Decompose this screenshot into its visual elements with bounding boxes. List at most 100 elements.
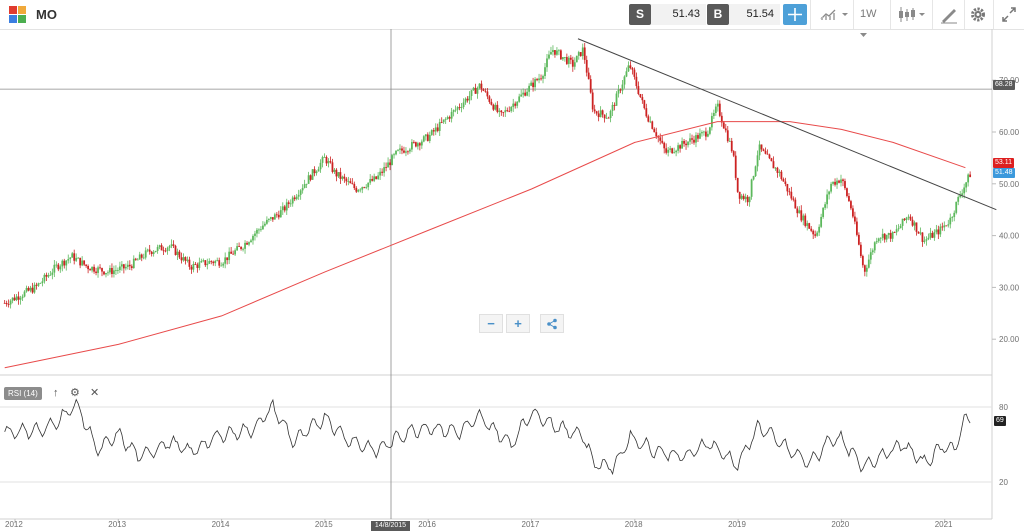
candle-body [164, 250, 167, 252]
candle-body [87, 265, 90, 270]
candle-body [708, 127, 711, 134]
candle-body [780, 171, 783, 180]
candle-body [609, 110, 612, 119]
candle-body [917, 231, 920, 234]
candle-body [643, 100, 646, 109]
candle-body [405, 151, 407, 153]
candle-body [669, 148, 672, 150]
candle-body [124, 266, 127, 269]
candle-body [134, 258, 137, 260]
time-tick-label: 2016 [418, 520, 436, 529]
candle-body [75, 257, 78, 261]
candle-body [683, 140, 685, 144]
candle-body [764, 150, 767, 154]
candle-body [212, 261, 215, 264]
time-tick-label: 2021 [935, 520, 953, 529]
chevron-down-icon [860, 33, 867, 38]
candle-body [637, 86, 640, 94]
chart-type-button[interactable] [818, 4, 850, 25]
settings-button[interactable] [969, 4, 987, 25]
candle-body [593, 109, 596, 112]
candle-body [675, 150, 678, 153]
candle-body [403, 150, 405, 153]
candle-body [126, 264, 129, 267]
candle-body [287, 202, 290, 204]
candle-body [490, 101, 493, 105]
zoom-out-button[interactable]: − [479, 314, 503, 333]
rsi-tick-label: 20 [999, 478, 1008, 487]
moving-average-line [4, 121, 966, 369]
draw-tools-button[interactable] [938, 4, 960, 25]
candle-body [395, 150, 397, 155]
candle-body [234, 250, 237, 255]
candle-body [295, 196, 298, 200]
crosshair-button[interactable] [783, 4, 807, 25]
candle-body [842, 179, 844, 182]
candle-body [623, 76, 626, 85]
candle-body [516, 101, 519, 106]
candle-body [967, 174, 970, 183]
candle-body [57, 264, 60, 270]
candle-body [273, 214, 276, 220]
buy-button[interactable]: B [707, 4, 729, 25]
candle-body [51, 272, 54, 275]
sell-button[interactable]: S [629, 4, 651, 25]
candle-body [591, 92, 594, 110]
arrow-up-icon[interactable]: ↑ [53, 387, 59, 399]
candle-body [504, 110, 507, 113]
candle-body [607, 117, 610, 119]
candle-body [83, 260, 86, 265]
candles-button[interactable] [896, 4, 928, 25]
price-chart[interactable]: 70.0060.0050.0040.0030.0020.008020201220… [0, 29, 1024, 531]
candle-body [550, 52, 552, 55]
candle-body [770, 158, 773, 162]
candle-body [482, 89, 485, 91]
candle-body [597, 113, 600, 118]
fullscreen-button[interactable] [1000, 4, 1018, 25]
candle-body [289, 203, 292, 205]
candle-body [810, 228, 813, 231]
candle-body [210, 261, 213, 262]
candle-body [532, 82, 534, 88]
candle-body [907, 216, 910, 218]
rsi-tick-label: 80 [999, 403, 1008, 412]
candle-body [808, 223, 811, 229]
timeframe-dropdown[interactable]: 1W [860, 4, 886, 38]
share-button[interactable] [540, 314, 564, 333]
candle-body [363, 187, 366, 188]
candle-body [871, 250, 874, 253]
candle-body [107, 272, 109, 274]
candle-body [665, 148, 668, 153]
candle-body [522, 92, 525, 95]
candle-body [256, 229, 258, 234]
candle-body [736, 177, 739, 192]
candle-body [454, 109, 457, 111]
candle-body [703, 131, 705, 133]
candle-body [391, 155, 393, 166]
sell-price[interactable]: 51.43 [651, 4, 706, 25]
candle-body [855, 221, 858, 235]
close-icon[interactable]: ✕ [90, 387, 100, 399]
buy-price[interactable]: 51.54 [729, 4, 780, 25]
candle-body [796, 208, 799, 214]
candle-body [347, 181, 350, 183]
candle-body [828, 191, 830, 195]
candle-body [913, 222, 916, 226]
candle-body [176, 251, 179, 255]
candle-body [367, 182, 370, 188]
candle-body [911, 219, 914, 226]
candle-body [573, 62, 576, 67]
zoom-in-button[interactable]: + [506, 314, 530, 333]
candle-body [85, 264, 88, 266]
candle-body [428, 134, 431, 141]
rsi-indicator-label[interactable]: RSI (14) [4, 387, 42, 400]
candle-body [353, 183, 356, 189]
candle-body [631, 68, 634, 70]
rsi-settings-icon[interactable]: ⚙ [70, 387, 80, 399]
candle-body [728, 140, 731, 142]
candle-body [542, 76, 544, 79]
candle-body [416, 143, 419, 147]
candle-body [460, 107, 463, 108]
candle-body [734, 155, 737, 178]
candle-body [752, 176, 755, 180]
